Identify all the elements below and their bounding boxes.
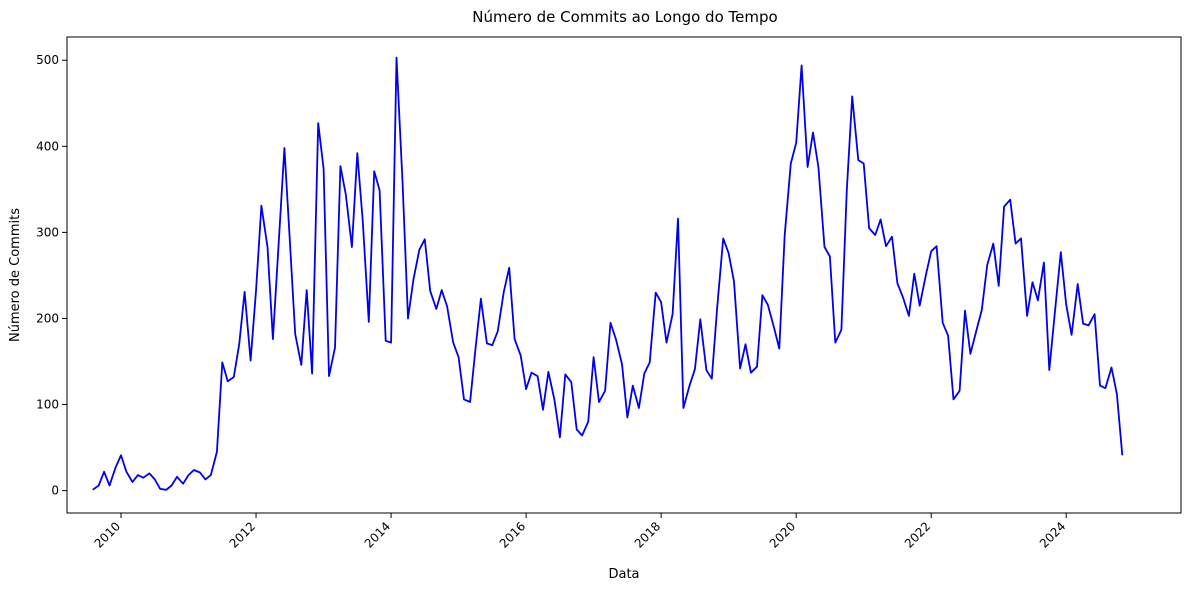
y-tick-label: 0 bbox=[51, 484, 59, 498]
y-axis: 0 100 200 300 400 500 bbox=[36, 53, 67, 498]
commits-series-line bbox=[92, 56, 1124, 491]
y-tick-label: 200 bbox=[36, 311, 59, 325]
x-axis-label: Data bbox=[608, 567, 639, 582]
y-axis-label: Número de Commits bbox=[8, 208, 23, 342]
plot-area bbox=[92, 56, 1124, 491]
chart-title: Número de Commits ao Longo do Tempo bbox=[472, 8, 777, 26]
y-tick-label: 500 bbox=[36, 53, 59, 67]
y-tick-label: 400 bbox=[36, 139, 59, 153]
plot-frame bbox=[66, 36, 1182, 514]
y-tick-label: 100 bbox=[36, 398, 59, 412]
y-tick-label: 300 bbox=[36, 225, 59, 239]
